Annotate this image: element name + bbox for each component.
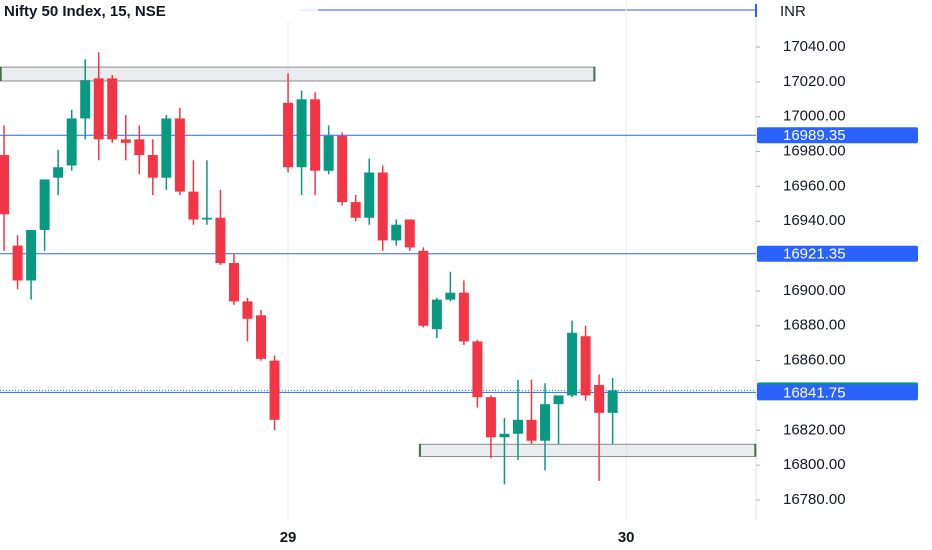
candle-body	[499, 433, 510, 438]
y-tick-label: 17000.00	[783, 108, 846, 125]
candle-body	[93, 78, 104, 140]
candle-body	[242, 301, 253, 319]
y-tick-label: 16780.00	[783, 491, 846, 508]
candle-body	[12, 245, 23, 281]
candle-body	[256, 315, 267, 359]
candle-body	[174, 118, 185, 192]
candle-body	[80, 80, 91, 119]
candle-body	[66, 118, 77, 166]
candle-body	[269, 360, 280, 420]
zone	[418, 443, 757, 457]
chart-title: Nifty 50 Index, 15, NSE	[4, 3, 166, 20]
price-label-bg	[757, 384, 918, 401]
x-tick-label: 30	[618, 529, 635, 546]
candle-body	[39, 179, 50, 230]
candle-body	[107, 78, 118, 140]
title-bg	[0, 0, 318, 22]
zone	[0, 66, 596, 82]
candle-body	[553, 395, 564, 405]
candle-body	[445, 292, 456, 300]
candle-body	[134, 139, 145, 156]
x-tick-label: 29	[280, 529, 297, 546]
candle-body	[201, 217, 212, 220]
candle-body	[458, 292, 469, 342]
currency: INR	[780, 3, 806, 20]
price-label: 16989.35	[783, 127, 846, 144]
candle-body	[418, 250, 429, 326]
candle-body	[53, 167, 64, 178]
y-tick-label: 16820.00	[783, 421, 846, 438]
candle-body	[188, 191, 199, 220]
y-tick-label: 16960.00	[783, 177, 846, 194]
price-label-bg	[757, 127, 918, 144]
candle-body	[472, 341, 483, 398]
candle-body	[431, 299, 442, 330]
candle-body	[377, 172, 388, 241]
y-tick-label: 16860.00	[783, 352, 846, 369]
candle-body	[147, 155, 158, 178]
candle-body	[0, 155, 10, 215]
candle-body	[607, 390, 618, 413]
candle-body	[26, 229, 37, 281]
candle-body	[228, 263, 239, 302]
y-tick-label: 16900.00	[783, 282, 846, 299]
candle-body	[404, 219, 415, 248]
candle-body	[283, 102, 294, 168]
y-tick-label: 16800.00	[783, 456, 846, 473]
price-label: 16841.75	[783, 384, 846, 401]
candle-body	[215, 217, 226, 264]
candle-body	[120, 139, 131, 143]
candle-body	[364, 172, 375, 218]
price-label-bg	[757, 245, 918, 262]
y-tick-label: 16980.00	[783, 143, 846, 160]
y-tick-label: 16880.00	[783, 317, 846, 334]
candle-body	[323, 135, 334, 171]
y-tick-label: 17020.00	[783, 73, 846, 90]
candle-body	[512, 419, 523, 434]
y-tick-label: 17040.00	[783, 38, 846, 55]
candle-body	[594, 384, 605, 413]
candle-body	[580, 336, 591, 396]
y-tick-label: 16940.00	[783, 212, 846, 229]
candle-body	[296, 99, 307, 168]
candle-body	[350, 202, 361, 218]
candle-body	[567, 332, 578, 396]
candle-body	[485, 397, 496, 438]
price-label: 16921.35	[783, 246, 846, 263]
candle-body	[391, 224, 402, 241]
candle-body	[526, 419, 537, 441]
candle-body	[161, 118, 172, 178]
candle-body	[540, 404, 551, 441]
candle-body	[310, 99, 321, 171]
candle-body	[337, 135, 348, 203]
